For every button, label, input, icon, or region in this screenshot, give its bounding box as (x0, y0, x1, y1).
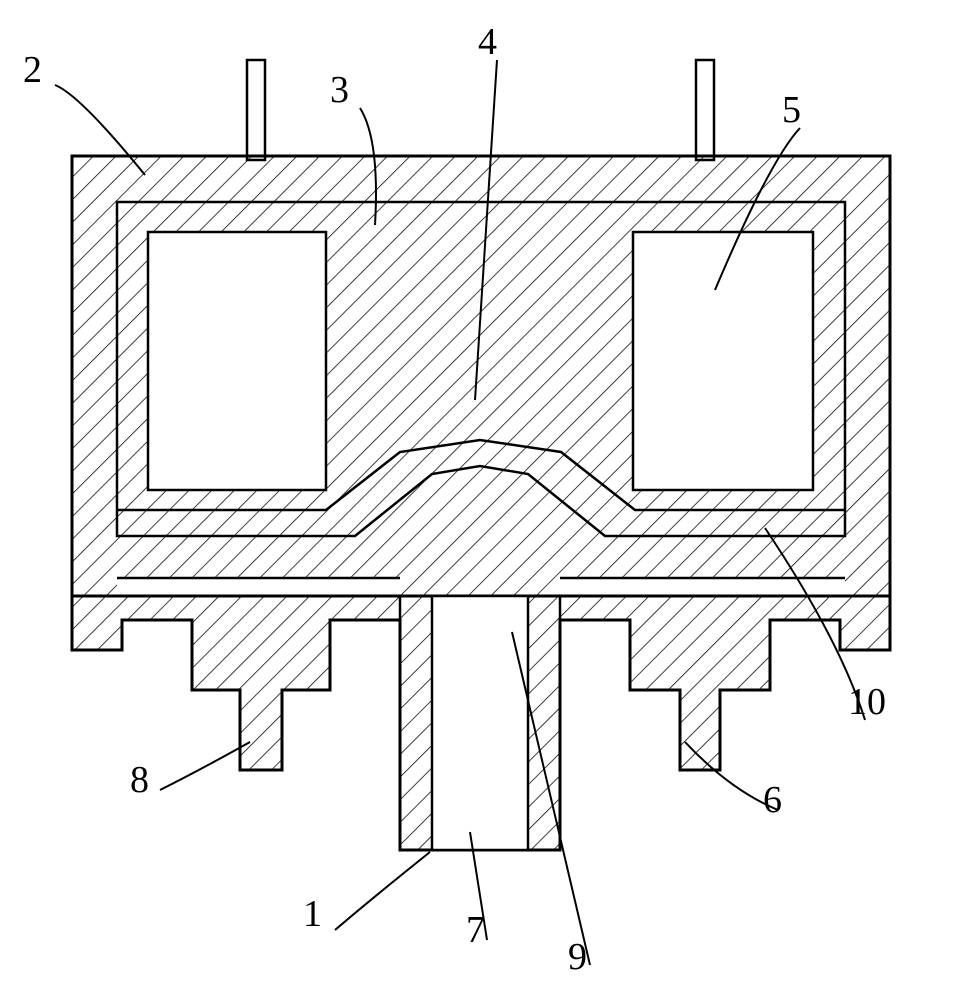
callout-10: 10 (848, 680, 886, 724)
callout-8: 8 (130, 758, 149, 802)
callout-9: 9 (568, 935, 587, 979)
callout-1: 1 (303, 892, 322, 936)
callout-7: 7 (466, 908, 485, 952)
terminal-posts (247, 60, 714, 160)
callout-4: 4 (478, 20, 497, 64)
callout-6: 6 (763, 778, 782, 822)
cross-section-svg (0, 0, 953, 1000)
callout-5: 5 (782, 88, 801, 132)
callout-3: 3 (330, 68, 349, 112)
diagram-root: 1 2 3 4 5 6 7 8 9 10 (0, 0, 953, 1000)
callout-2: 2 (23, 48, 42, 92)
